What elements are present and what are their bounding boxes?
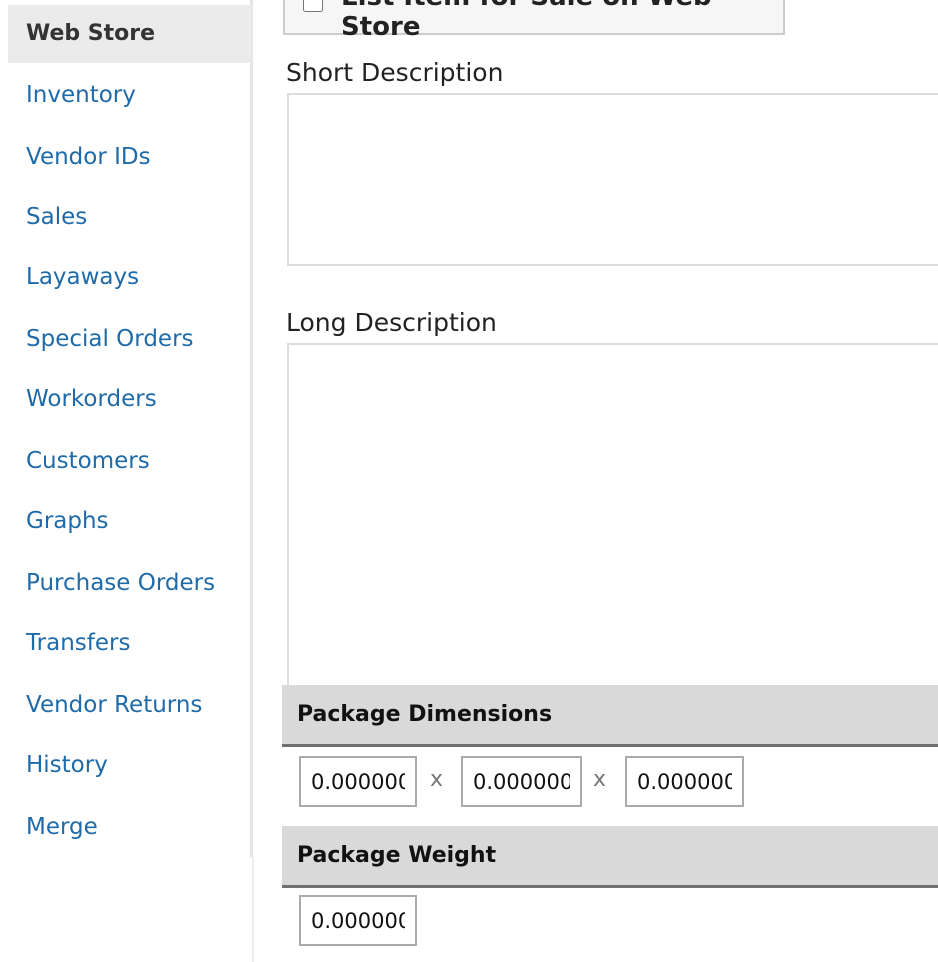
sidebar-item-transfers[interactable]: Transfers: [26, 630, 131, 656]
weight-input[interactable]: [299, 895, 417, 946]
length-input[interactable]: [299, 756, 417, 807]
sidebar-item-workorders[interactable]: Workorders: [26, 386, 157, 412]
list-for-sale-option: List Item for Sale on Web Store: [283, 0, 785, 42]
sidebar-item-merge[interactable]: Merge: [26, 814, 98, 840]
dimension-separator: x: [593, 767, 607, 792]
short-description-textarea[interactable]: [287, 93, 938, 266]
list-for-sale-checkbox[interactable]: [303, 0, 323, 12]
package-dimensions-title: Package Dimensions: [297, 702, 553, 727]
package-dimensions-header: Package Dimensions: [282, 685, 938, 747]
sidebar-item-history[interactable]: History: [26, 752, 108, 778]
package-weight-header: Package Weight: [282, 826, 938, 888]
dimension-separator: x: [430, 767, 444, 792]
sidebar-item-special-orders[interactable]: Special Orders: [26, 326, 194, 352]
sidebar-item-vendor-returns[interactable]: Vendor Returns: [26, 692, 203, 718]
height-input[interactable]: [625, 756, 744, 807]
sidebar-item-inventory[interactable]: Inventory: [26, 82, 136, 108]
sidebar-item-customers[interactable]: Customers: [26, 448, 150, 474]
sidebar-item-graphs[interactable]: Graphs: [26, 508, 109, 534]
divider: [252, 857, 254, 962]
sidebar-item-purchase-orders[interactable]: Purchase Orders: [26, 570, 216, 596]
width-input[interactable]: [461, 756, 582, 807]
sidebar-item-web-store[interactable]: Web Store: [8, 5, 251, 63]
sidebar-item-sales[interactable]: Sales: [26, 204, 88, 230]
sidebar-item-layaways[interactable]: Layaways: [26, 264, 140, 290]
sidebar: Web Store Inventory Vendor IDs Sales Lay…: [0, 0, 253, 857]
long-description-label: Long Description: [286, 308, 497, 337]
short-description-label: Short Description: [286, 58, 504, 87]
sidebar-item-vendor-ids[interactable]: Vendor IDs: [26, 144, 151, 170]
long-description-textarea[interactable]: [287, 343, 938, 688]
package-weight-title: Package Weight: [297, 843, 497, 868]
list-for-sale-label: List Item for Sale on Web Store: [341, 0, 712, 42]
